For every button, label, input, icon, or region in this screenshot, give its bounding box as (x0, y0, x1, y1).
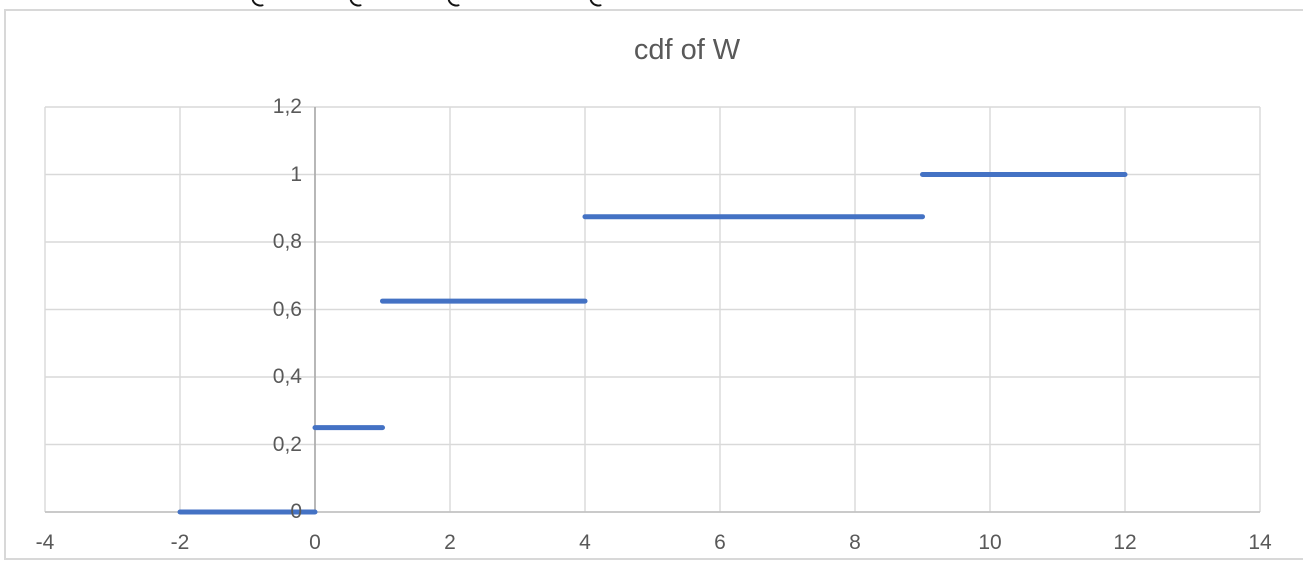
y-tick-label: 0,8 (272, 230, 302, 253)
x-tick-label: 14 (1248, 531, 1272, 554)
x-tick-label: -4 (35, 531, 55, 554)
x-tick-label: 2 (444, 531, 456, 554)
y-tick-label: 0,2 (272, 432, 302, 456)
y-tick-label: 1 (290, 162, 302, 186)
y-tick-label: 0,6 (272, 297, 302, 321)
y-tick-label: 0 (290, 500, 302, 523)
chart-title: cdf of W (633, 34, 741, 66)
chart-frame (4, 9, 1303, 560)
x-tick-label: 8 (849, 531, 861, 554)
y-tick-label: 0,4 (272, 365, 302, 388)
x-tick-label: -2 (170, 531, 190, 554)
x-tick-label: 0 (309, 531, 321, 554)
y-tick-label: 1,2 (272, 95, 302, 118)
x-tick-label: 10 (978, 531, 1002, 554)
x-tick-label: 6 (714, 531, 726, 554)
x-tick-label: 4 (579, 531, 591, 554)
x-tick-label: 12 (1113, 531, 1137, 554)
